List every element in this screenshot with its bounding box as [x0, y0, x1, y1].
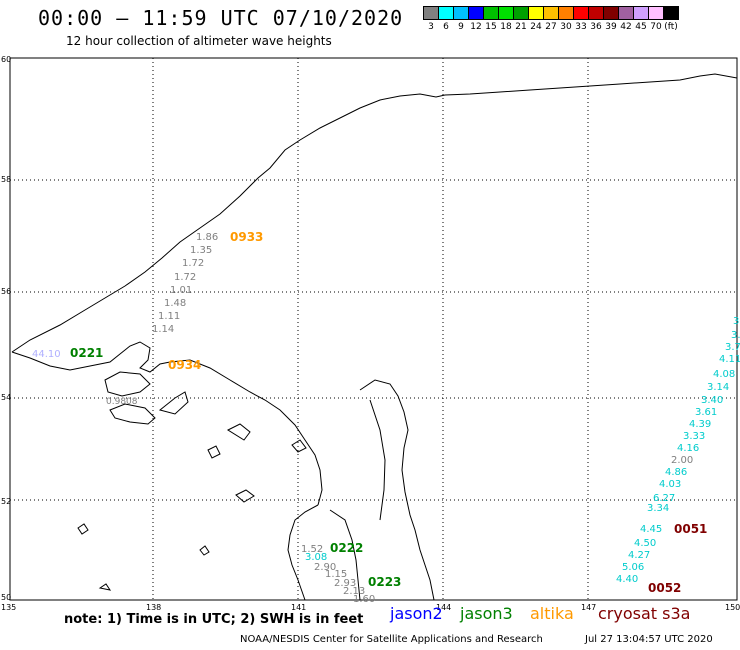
map-subtitle: 12 hour collection of altimeter wave hei… [66, 34, 332, 48]
colorbar-label: 15 [485, 22, 497, 32]
swh-value: 4.11 [719, 354, 740, 365]
lat-label: 60 [1, 55, 11, 64]
swh-value: 44.10 [32, 349, 61, 360]
satellite-legend-item: jason2 [390, 604, 443, 623]
colorbar-swatch [663, 6, 679, 20]
colorbar-label: 9 [458, 22, 464, 32]
swh-value: 4.16 [677, 443, 699, 454]
coastline [11, 73, 738, 601]
swh-value: 3.34 [647, 503, 669, 514]
colorbar-label: 27 [545, 22, 557, 32]
swh-value: 4.27 [628, 550, 650, 561]
swh-value: 4.86 [665, 467, 687, 478]
latitude-labels: 60 58 56 54 52 50 [1, 55, 11, 602]
swh-value: 4.39 [689, 419, 711, 430]
lon-label: 147 [581, 603, 596, 612]
colorbar-label: 21 [515, 22, 527, 32]
swh-value: 3.33 [683, 431, 705, 442]
colorbar-label: 12 [470, 22, 482, 32]
swh-value: 4.08 [713, 369, 735, 380]
pass-id-label: 0933 [230, 230, 263, 244]
pass-id-label: 0221 [70, 346, 103, 360]
wave-height-colorbar [423, 6, 679, 20]
colorbar-label: 45 [635, 22, 647, 32]
swh-value: 0.9808 [106, 397, 138, 407]
swh-value: 2.00 [671, 455, 693, 466]
pass-id-label: 0051 [674, 522, 707, 536]
colorbar-label: 24 [530, 22, 542, 32]
pass-id-label: 0934 [168, 358, 201, 372]
colorbar-label: 6 [443, 22, 449, 32]
swh-value: 1.86 [196, 232, 218, 243]
swh-value: 1.35 [190, 245, 212, 256]
lat-label: 50 [1, 593, 11, 602]
timestamp: Jul 27 13:04:57 UTC 2020 [585, 634, 713, 645]
lon-label: 150 [725, 603, 740, 612]
colorbar-label: 18 [500, 22, 512, 32]
swh-value: 2.13 [343, 586, 365, 597]
colorbar-label: 70 [650, 22, 662, 32]
satellite-legend-item: cryosat s3a [598, 604, 691, 623]
map-title: 00:00 – 11:59 UTC 07/10/2020 [38, 6, 404, 30]
swh-value: 3.61 [695, 407, 717, 418]
swh-value: 1.48 [164, 298, 186, 309]
swh-value: 3. [731, 330, 740, 341]
colorbar-label: (ft) [664, 22, 678, 32]
swh-values: 1.86 1.35 1.72 1.72 1.01 1.48 1.11 1.14 44.10 0.9… [32, 232, 740, 605]
swh-value: 3. [733, 316, 740, 327]
swh-value: 1.52 [301, 544, 323, 555]
colorbar-label: 30 [560, 22, 572, 32]
swh-value: 2.90 [314, 562, 336, 573]
footnote: note: 1) Time is in UTC; 2) SWH is in fe… [64, 612, 364, 627]
swh-value: 4.50 [634, 538, 656, 549]
swh-value: 1.14 [152, 324, 174, 335]
longitude-labels: 135 138 141 144 147 150 [1, 603, 740, 612]
lon-label: 135 [1, 603, 16, 612]
lat-label: 58 [1, 175, 11, 184]
lon-label: 138 [146, 603, 161, 612]
swh-value: 3.79 [725, 342, 740, 353]
colorbar-label: 36 [590, 22, 602, 32]
swh-value: 2.93 [334, 578, 356, 589]
pass-id-label: 0052 [648, 581, 681, 595]
lon-label: 141 [291, 603, 306, 612]
swh-value: 1.60 [353, 594, 375, 605]
swh-value: 1.15 [325, 569, 347, 580]
lon-label: 144 [436, 603, 451, 612]
swh-value: 3.40 [701, 395, 723, 406]
pass-id-label: 0222 [330, 541, 363, 555]
lat-label: 52 [1, 497, 11, 506]
credit-line: NOAA/NESDIS Center for Satellite Applica… [240, 634, 543, 645]
swh-value: 1.72 [174, 272, 196, 283]
pass-ids: 0933 0934 0221 0222 0223 0051 0052 [70, 230, 707, 595]
swh-value: 3.14 [707, 382, 729, 393]
swh-value: 1.01 [170, 285, 192, 296]
swh-value: 3.08 [305, 552, 327, 563]
swh-value: 4.03 [659, 479, 681, 490]
colorbar-label: 33 [575, 22, 587, 32]
pass-id-label: 0223 [368, 575, 401, 589]
colorbar-label: 42 [620, 22, 632, 32]
swh-value: 4.40 [616, 574, 638, 585]
colorbar-label: 3 [428, 22, 434, 32]
swh-value: 6.27 [653, 493, 675, 504]
map-frame [9, 57, 738, 601]
graticule [10, 58, 737, 600]
swh-value: 1.11 [158, 311, 180, 322]
lat-label: 54 [1, 393, 11, 402]
colorbar-label: 39 [605, 22, 617, 32]
swh-value: 5.06 [622, 562, 644, 573]
lat-label: 56 [1, 287, 11, 296]
swh-value: 1.72 [182, 258, 204, 269]
satellite-legend-item: jason3 [460, 604, 513, 623]
swh-value: 4.45 [640, 524, 662, 535]
satellite-legend-item: altika [530, 604, 574, 623]
